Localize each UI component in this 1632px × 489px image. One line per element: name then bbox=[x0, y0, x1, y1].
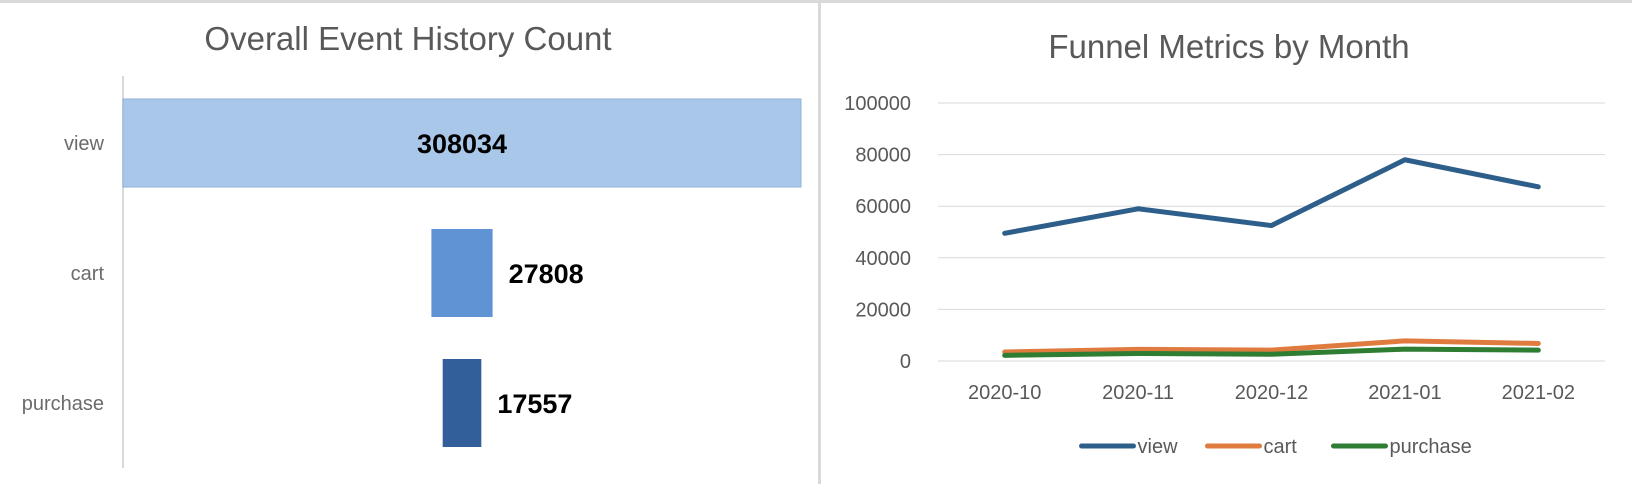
y-tick-label: 0 bbox=[900, 351, 911, 373]
y-tick-label: 60000 bbox=[855, 196, 911, 218]
line-legend: view cart purchase bbox=[1079, 436, 1472, 458]
legend-label-cart: cart bbox=[1264, 436, 1298, 458]
x-tick-label: 2020-12 bbox=[1235, 382, 1308, 404]
funnel-bar-purchase bbox=[442, 359, 482, 447]
y-tick-label: 100000 bbox=[844, 93, 911, 115]
funnel-data-label-view: 308034 bbox=[417, 129, 507, 159]
y-tick-label: 80000 bbox=[855, 145, 911, 167]
funnel-bar-view bbox=[122, 98, 802, 188]
legend-label-view: view bbox=[1138, 436, 1179, 458]
panel-divider bbox=[818, 0, 821, 484]
top-rule bbox=[0, 0, 1632, 3]
line-chart-title: Funnel Metrics by Month bbox=[1048, 28, 1409, 65]
series-line-view bbox=[1002, 157, 1541, 236]
x-tick-label: 2020-11 bbox=[1102, 382, 1174, 404]
funnel-chart-panel: Overall Event History Count view 308034 ca… bbox=[0, 0, 818, 484]
funnel-chart: Overall Event History Count view 308034 ca… bbox=[22, 20, 802, 468]
y-tick-label: 20000 bbox=[855, 299, 911, 321]
legend-label-purchase: purchase bbox=[1390, 436, 1472, 458]
funnel-marks: view 308034 cart 27808 purchase 17557 bbox=[22, 98, 802, 447]
x-tick-label: 2021-02 bbox=[1502, 382, 1575, 404]
funnel-data-label-cart: 27808 bbox=[509, 259, 584, 289]
x-tick-label: 2020-10 bbox=[968, 382, 1041, 404]
series-line-cart bbox=[1002, 338, 1541, 355]
y-tick-label: 40000 bbox=[855, 248, 911, 270]
line-chart-panel: Funnel Metrics by Month 0 20000 40000 60000… bbox=[821, 0, 1632, 484]
funnel-bar-cart bbox=[431, 229, 493, 317]
line-x-ticks: 2020-10 2020-11 2020-12 2021-01 2021-02 bbox=[968, 382, 1575, 404]
funnel-data-label-purchase: 17557 bbox=[497, 389, 572, 419]
x-tick-label: 2021-01 bbox=[1368, 382, 1441, 404]
line-chart: Funnel Metrics by Month 0 20000 40000 60000… bbox=[844, 28, 1605, 458]
series-line-purchase bbox=[1002, 346, 1541, 358]
funnel-category-label-view: view bbox=[64, 133, 105, 155]
line-y-ticks: 0 20000 40000 60000 80000 100000 bbox=[844, 93, 911, 373]
funnel-category-label-cart: cart bbox=[71, 263, 105, 285]
line-series-group bbox=[1002, 157, 1541, 358]
funnel-category-label-purchase: purchase bbox=[22, 393, 104, 415]
line-gridlines bbox=[938, 102, 1605, 362]
funnel-chart-title: Overall Event History Count bbox=[204, 20, 611, 57]
